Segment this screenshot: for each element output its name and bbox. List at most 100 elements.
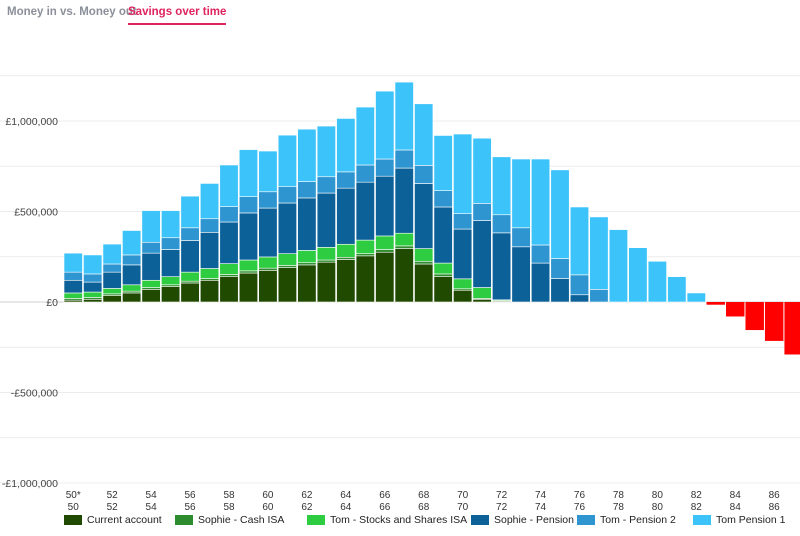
bar-segment xyxy=(277,186,297,204)
bar-segment xyxy=(589,289,609,303)
bar-segment xyxy=(550,169,570,259)
legend-swatch xyxy=(693,515,711,525)
bar-segment xyxy=(569,294,590,303)
bar-segment xyxy=(219,164,239,207)
bar-segment xyxy=(63,279,83,294)
bar-segment xyxy=(238,270,259,274)
x-tick-label: 54 xyxy=(146,502,158,512)
bar-segment xyxy=(83,254,103,275)
bar-segment xyxy=(316,192,336,248)
legend-label: Tom Pension 1 xyxy=(716,514,786,526)
bar-segment xyxy=(414,183,434,249)
x-tick-label: 84 xyxy=(730,490,742,501)
x-tick-label: 72 xyxy=(496,490,508,501)
x-tick-label: 50* xyxy=(66,490,81,501)
bar-segment xyxy=(141,252,161,281)
bar-segment xyxy=(83,281,103,293)
bar-segment xyxy=(141,279,161,288)
bar-segment xyxy=(122,284,142,292)
legend-label: Sophie - Cash ISA xyxy=(198,514,285,526)
bar-segment xyxy=(492,156,512,216)
bar-segment xyxy=(414,260,434,265)
x-tick-label: 70 xyxy=(457,502,469,512)
bar-segment xyxy=(336,118,356,173)
bar-segment xyxy=(453,278,473,290)
y-tick-label: -£1,000,000 xyxy=(2,478,58,490)
legend-item[interactable]: Sophie - Pension xyxy=(471,514,574,526)
bar-segment xyxy=(394,167,414,234)
bar-segment xyxy=(511,246,531,303)
x-tick-label: 66 xyxy=(379,502,391,512)
x-tick-label: 62 xyxy=(301,502,313,512)
bar-segment xyxy=(277,253,297,266)
bar-segment xyxy=(433,273,453,277)
x-tick-label: 74 xyxy=(535,502,547,512)
x-tick-label: 66 xyxy=(379,490,391,501)
legend-item[interactable]: Tom Pension 1 xyxy=(693,514,785,526)
x-tick-label: 70 xyxy=(457,490,469,501)
legend-item[interactable]: Tom - Stocks and Shares ISA xyxy=(307,514,467,526)
bar-segment xyxy=(83,291,103,298)
legend-label: Tom - Stocks and Shares ISA xyxy=(330,514,468,526)
bar-segment xyxy=(511,158,531,229)
bar-segment xyxy=(316,176,336,194)
bar-segment xyxy=(258,256,278,269)
bar-segment xyxy=(258,150,278,193)
x-tick-label: 58 xyxy=(223,502,235,512)
x-tick-label: 74 xyxy=(535,490,547,501)
x-tick-label: 76 xyxy=(574,490,586,501)
legend-item[interactable]: Tom - Pension 2 xyxy=(577,514,676,526)
legend-item[interactable]: Sophie - Cash ISA xyxy=(175,514,284,526)
x-tick-label: 52 xyxy=(107,490,119,501)
bar-segment xyxy=(277,265,297,268)
bar-segment xyxy=(199,218,220,233)
bar-segment xyxy=(414,165,434,184)
bar-segment xyxy=(355,255,375,303)
bar-segment xyxy=(550,258,570,279)
bar-segment xyxy=(180,240,200,273)
bar-segment xyxy=(180,195,200,229)
x-tick-label: 68 xyxy=(418,490,430,501)
y-tick-label: £0 xyxy=(46,297,58,309)
y-tick-label: £500,000 xyxy=(14,207,58,219)
bar-segment xyxy=(355,164,375,183)
bar-segment xyxy=(414,263,434,303)
bar-segment xyxy=(453,213,473,230)
x-tick-label: 54 xyxy=(146,490,158,501)
y-tick-label: -£500,000 xyxy=(11,388,58,400)
bar-segment xyxy=(414,103,434,166)
bar-segment xyxy=(219,206,239,223)
bar-segment xyxy=(316,261,336,303)
bar-segment xyxy=(492,232,512,301)
legend-swatch xyxy=(175,515,193,525)
bar-segment xyxy=(726,302,745,317)
bar-segment xyxy=(63,252,83,273)
bar-segment xyxy=(141,241,161,254)
tab-bar: Money in vs. Money out Savings over time xyxy=(0,0,800,28)
bar-segment xyxy=(745,302,764,331)
bar-segment xyxy=(472,287,492,299)
legend-swatch xyxy=(64,515,82,525)
savings-chart: £1,000,000 £500,000 £0 -£500,000 -£1,000,000… xyxy=(0,75,800,512)
bar-segment xyxy=(375,249,395,253)
bar-segment xyxy=(316,247,336,261)
bar-segment xyxy=(277,267,297,303)
bar-segment xyxy=(122,292,142,303)
legend-swatch xyxy=(307,515,325,525)
bar-segment xyxy=(375,158,395,177)
bar-segment xyxy=(336,187,356,245)
bar-segment xyxy=(102,295,122,303)
bar-segment xyxy=(238,149,259,197)
bar-segment xyxy=(394,149,414,169)
bar-segment xyxy=(472,298,492,303)
bar-segment xyxy=(102,243,122,265)
bar-segment xyxy=(336,256,356,260)
bar-segment xyxy=(628,247,648,303)
x-tick-label: 78 xyxy=(613,490,625,501)
bar-segment xyxy=(511,227,531,248)
x-tick-label: 72 xyxy=(496,502,508,512)
legend-item[interactable]: Current account xyxy=(64,514,162,526)
tab-savings-over-time[interactable]: Savings over time xyxy=(128,6,227,25)
bar-segment xyxy=(277,134,297,188)
tab-money-in-vs-out[interactable]: Money in vs. Money out xyxy=(7,6,137,18)
